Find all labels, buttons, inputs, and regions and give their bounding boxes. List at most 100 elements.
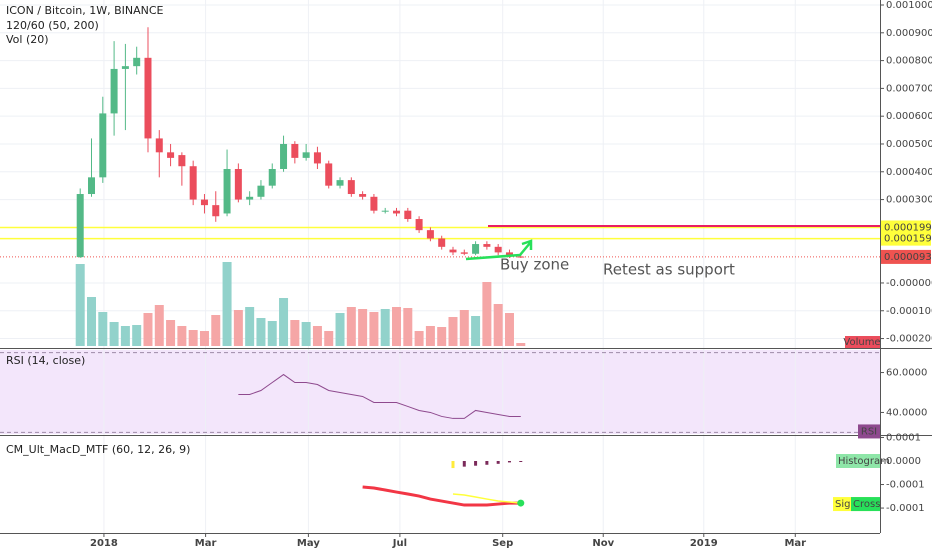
price-badge <box>881 249 931 264</box>
volume-bar <box>425 326 435 346</box>
volume-bar <box>177 326 187 346</box>
chart-title: ICON / Bitcoin, 1W, BINANCE <box>6 4 164 17</box>
price-badge-label: 0.0001595 <box>884 234 932 245</box>
histogram-bar <box>474 461 478 466</box>
candle-body <box>347 180 355 195</box>
histogram-bar <box>451 461 455 469</box>
histogram-bar <box>485 461 489 465</box>
volume-bar <box>369 312 379 346</box>
candle-body <box>155 138 163 153</box>
volume-bar <box>358 309 368 346</box>
candle-body <box>280 143 288 169</box>
candle-body <box>223 168 231 214</box>
drawn-arrow <box>465 239 533 261</box>
candle-body <box>257 185 265 197</box>
candle-body <box>99 113 107 178</box>
y-tick-label: -0.0001 <box>886 503 925 514</box>
volume-bar <box>324 331 334 346</box>
y-tick-label: -0.0000000 <box>886 278 932 289</box>
macd-line <box>362 485 521 507</box>
price-badge-label: 0.0000937 <box>884 252 932 263</box>
x-tick-label: 2019 <box>690 538 718 549</box>
volume-bar <box>403 308 413 346</box>
candle-body <box>472 244 480 254</box>
legend-label: Signal <box>835 499 866 510</box>
candle-body <box>336 180 344 186</box>
volume-bar <box>448 317 458 346</box>
y-tick-label: 40.0000 <box>886 407 927 418</box>
candle-body <box>302 152 310 158</box>
legend-badge <box>836 454 880 468</box>
x-tick-label: Jul <box>392 538 407 549</box>
volume-bar <box>380 309 390 346</box>
candle-body <box>313 152 321 164</box>
volume-bar <box>245 307 255 346</box>
volume-bar <box>471 316 481 346</box>
volume-bar <box>166 320 176 346</box>
annotation: Retest as support <box>603 261 735 279</box>
candle-body <box>505 252 513 257</box>
x-tick-label: Nov <box>592 538 614 549</box>
y-tick-label: 0.0003000 <box>886 195 932 206</box>
volume-bar <box>211 315 221 346</box>
histogram-bar <box>519 461 523 462</box>
y-tick-label: -0.0002000 <box>886 334 932 345</box>
candle-body <box>133 57 141 67</box>
candle-body <box>426 230 434 239</box>
candle-body <box>460 252 468 254</box>
volume-bar <box>109 322 119 346</box>
legend-label: RSI <box>861 426 877 437</box>
volume-bar <box>188 330 198 346</box>
volume-bar <box>132 325 142 346</box>
volume-bar <box>87 297 97 346</box>
signal-line <box>452 493 521 504</box>
x-tick-label: May <box>297 538 320 549</box>
price-badge <box>881 231 931 246</box>
candle-body <box>325 163 333 186</box>
x-tick-label: 2018 <box>90 538 118 549</box>
histogram-bar <box>496 461 500 464</box>
y-tick-label: 60.0000 <box>886 368 927 379</box>
candle-body <box>393 210 401 214</box>
volume-bar <box>75 264 85 346</box>
indicator-label: 120/60 (50, 200) <box>6 19 99 32</box>
price-badge-label: 0.0001996 <box>884 222 932 233</box>
candle-body <box>404 210 412 220</box>
volume-bar <box>312 326 322 346</box>
volume-bar <box>459 310 469 346</box>
candle-body <box>268 168 276 186</box>
pane-title: RSI (14, close) <box>6 354 85 367</box>
candle-body <box>189 166 197 200</box>
volume-bar <box>143 313 153 346</box>
volume-bar <box>279 298 289 346</box>
volume-bar <box>290 320 300 346</box>
marks <box>0 27 880 507</box>
volume-bar <box>154 305 164 346</box>
indicator-label: Vol (20) <box>6 33 49 46</box>
candle-body <box>167 152 175 158</box>
x-tick-label: Sep <box>492 538 513 549</box>
y-tick-label: -0.0001 <box>886 480 925 491</box>
candle-body <box>494 246 502 253</box>
volume-bar <box>267 321 277 346</box>
candle-body <box>200 199 208 206</box>
y-tick-label: -0.0001000 <box>886 306 932 317</box>
legend-badge <box>858 424 880 439</box>
volume-bar <box>222 262 232 346</box>
candle-body <box>291 143 299 158</box>
volume-bar <box>504 313 514 346</box>
candle-body <box>370 196 378 211</box>
candle-body <box>178 155 186 167</box>
pane-title: CM_Ult_MacD_MTF (60, 12, 26, 9) <box>6 443 190 456</box>
volume-bar <box>493 304 503 346</box>
